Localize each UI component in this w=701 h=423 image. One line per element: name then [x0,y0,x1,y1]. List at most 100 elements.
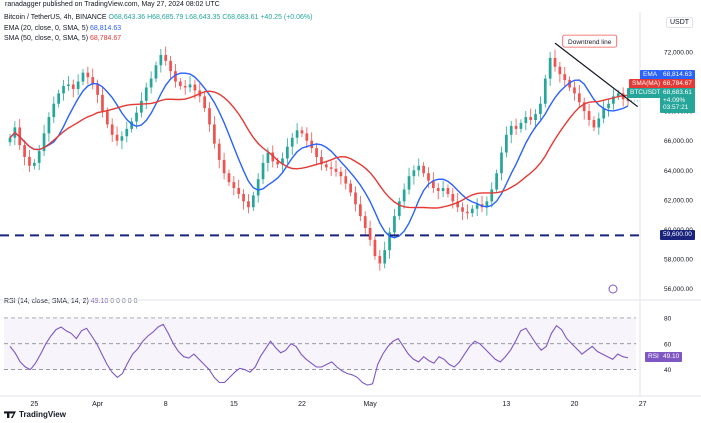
downtrend-line [554,42,639,108]
candle-body [582,102,586,112]
candle-body [81,72,85,82]
candle-body [169,60,172,72]
candle-body [368,227,372,240]
candle-body [573,87,576,94]
candle-body [144,87,148,101]
candle-body [407,176,411,190]
candle-body [324,164,328,168]
candle-body [514,125,518,129]
candle-body [174,71,177,82]
time-tick-label: 13 [502,401,510,408]
bar-countdown: 03:57:21 [663,104,689,111]
rsi-tick-label: 40 [664,367,672,374]
candle-body [461,207,464,212]
candle-body [295,130,299,138]
candle-body [62,85,65,94]
currency-selector[interactable]: USDT [666,17,694,28]
candle-body [334,168,338,172]
candle-body [52,103,56,118]
candle-body [495,173,498,190]
candle-body [354,192,357,205]
candle-body [612,96,615,104]
rsi-tick-label: 60 [664,341,672,348]
candle-body [397,201,401,217]
candle-body [436,188,440,191]
tradingview-logo-icon [4,411,16,419]
candle-body [227,173,231,183]
candle-body [237,188,241,194]
price-tick-label: 58,000.00 [664,257,693,264]
sma-50-line [9,90,629,209]
price-tick-label: 64,000.00 [664,168,693,175]
candle-body [393,216,396,233]
sma-legend[interactable]: SMA (50, close, 0, SMA, 5) 68,784.67 [4,35,121,42]
candle-body [441,188,445,191]
candle-body [412,170,416,177]
candle-body [222,159,226,174]
rsi-legend[interactable]: RSI (14, close, SMA, 14, 2) 49.10 0 0 0 … [4,298,138,305]
candle-body [271,152,275,162]
ema-price-tag: EMA [640,70,661,80]
candle-body [110,124,114,135]
candle-body [91,77,95,85]
ohlc-values: O68,643.36 H68,685.79 L68,643.35 C68,683… [108,14,313,21]
candle-body [193,84,197,91]
symbol-name[interactable]: Bitcoin / TetherUS, 4h, BINANCE [4,14,107,21]
candle-body [388,232,391,251]
attribution: ranadagger published on TradingView.com,… [5,1,220,8]
rsi-legend-extra: 0 0 0 0 0 [110,298,138,305]
candle-body [251,195,255,208]
ema-legend[interactable]: EMA (20, close, 0, SMA, 5) 68,814.63 [4,25,121,32]
candle-body [286,146,289,159]
candle-body [427,173,430,181]
candle-body [446,188,450,194]
candle-body [305,133,309,141]
symbol-ohlc-line: Bitcoin / TetherUS, 4h, BINANCE O68,643.… [4,14,313,21]
last-price-value: 68,683.61 [663,89,692,96]
candle-body [592,120,596,128]
candle-body [402,189,406,202]
candle-body [543,78,547,104]
candle-body [159,54,163,66]
tradingview-logo[interactable]: TradingView [4,410,66,419]
candle-body [217,143,221,160]
candle-body [37,151,41,163]
candle-body [417,165,421,171]
candle-body [500,152,503,174]
candle-body [602,108,606,119]
candle-body [539,103,542,115]
candle-body [315,148,318,157]
candle-body [320,156,323,165]
candle-body [373,239,377,257]
candle-body [470,208,474,214]
candle-body [120,136,124,141]
candle-body [519,122,523,129]
price-tick-label: 62,000.00 [664,197,693,204]
time-tick-label: 22 [298,401,306,408]
candle-body [378,256,382,264]
candle-body [57,93,61,104]
candle-body [164,54,168,61]
candle-body [256,179,260,196]
candle-body [568,80,571,88]
candle-body [553,57,557,67]
candle-body [431,180,435,189]
ema-20-line [9,72,629,239]
time-tick-label: 20 [571,401,579,408]
candle-body [524,117,528,123]
candle-body [101,94,104,112]
clock-icon [608,284,618,294]
candle-body [290,137,294,147]
candle-body [563,74,567,81]
candle-body [140,100,143,113]
candle-body [213,124,216,144]
candle-body [577,93,581,103]
candle-body [115,134,119,141]
support-price-tag: 59,600.00 [660,230,695,240]
rsi-line [9,323,629,386]
sma-legend-label: SMA (50, close, 0, SMA, 5) [4,35,89,42]
candle-body [281,158,284,165]
candle-body [485,201,489,208]
candle-body [105,111,109,125]
